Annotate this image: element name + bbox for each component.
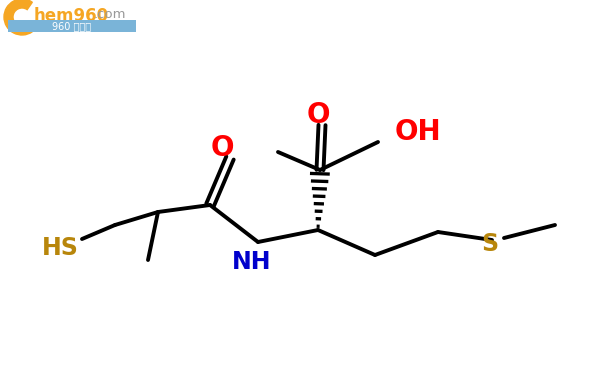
Text: S: S xyxy=(482,232,499,256)
Wedge shape xyxy=(4,0,32,35)
Text: HS: HS xyxy=(42,236,79,260)
Text: O: O xyxy=(211,134,234,162)
FancyBboxPatch shape xyxy=(8,20,136,32)
Text: O: O xyxy=(306,101,330,129)
Text: OH: OH xyxy=(395,118,442,146)
Text: hem960: hem960 xyxy=(34,7,109,25)
Text: 960 化工网: 960 化工网 xyxy=(53,21,91,31)
Text: NH: NH xyxy=(232,250,272,274)
Text: .com: .com xyxy=(94,9,126,21)
